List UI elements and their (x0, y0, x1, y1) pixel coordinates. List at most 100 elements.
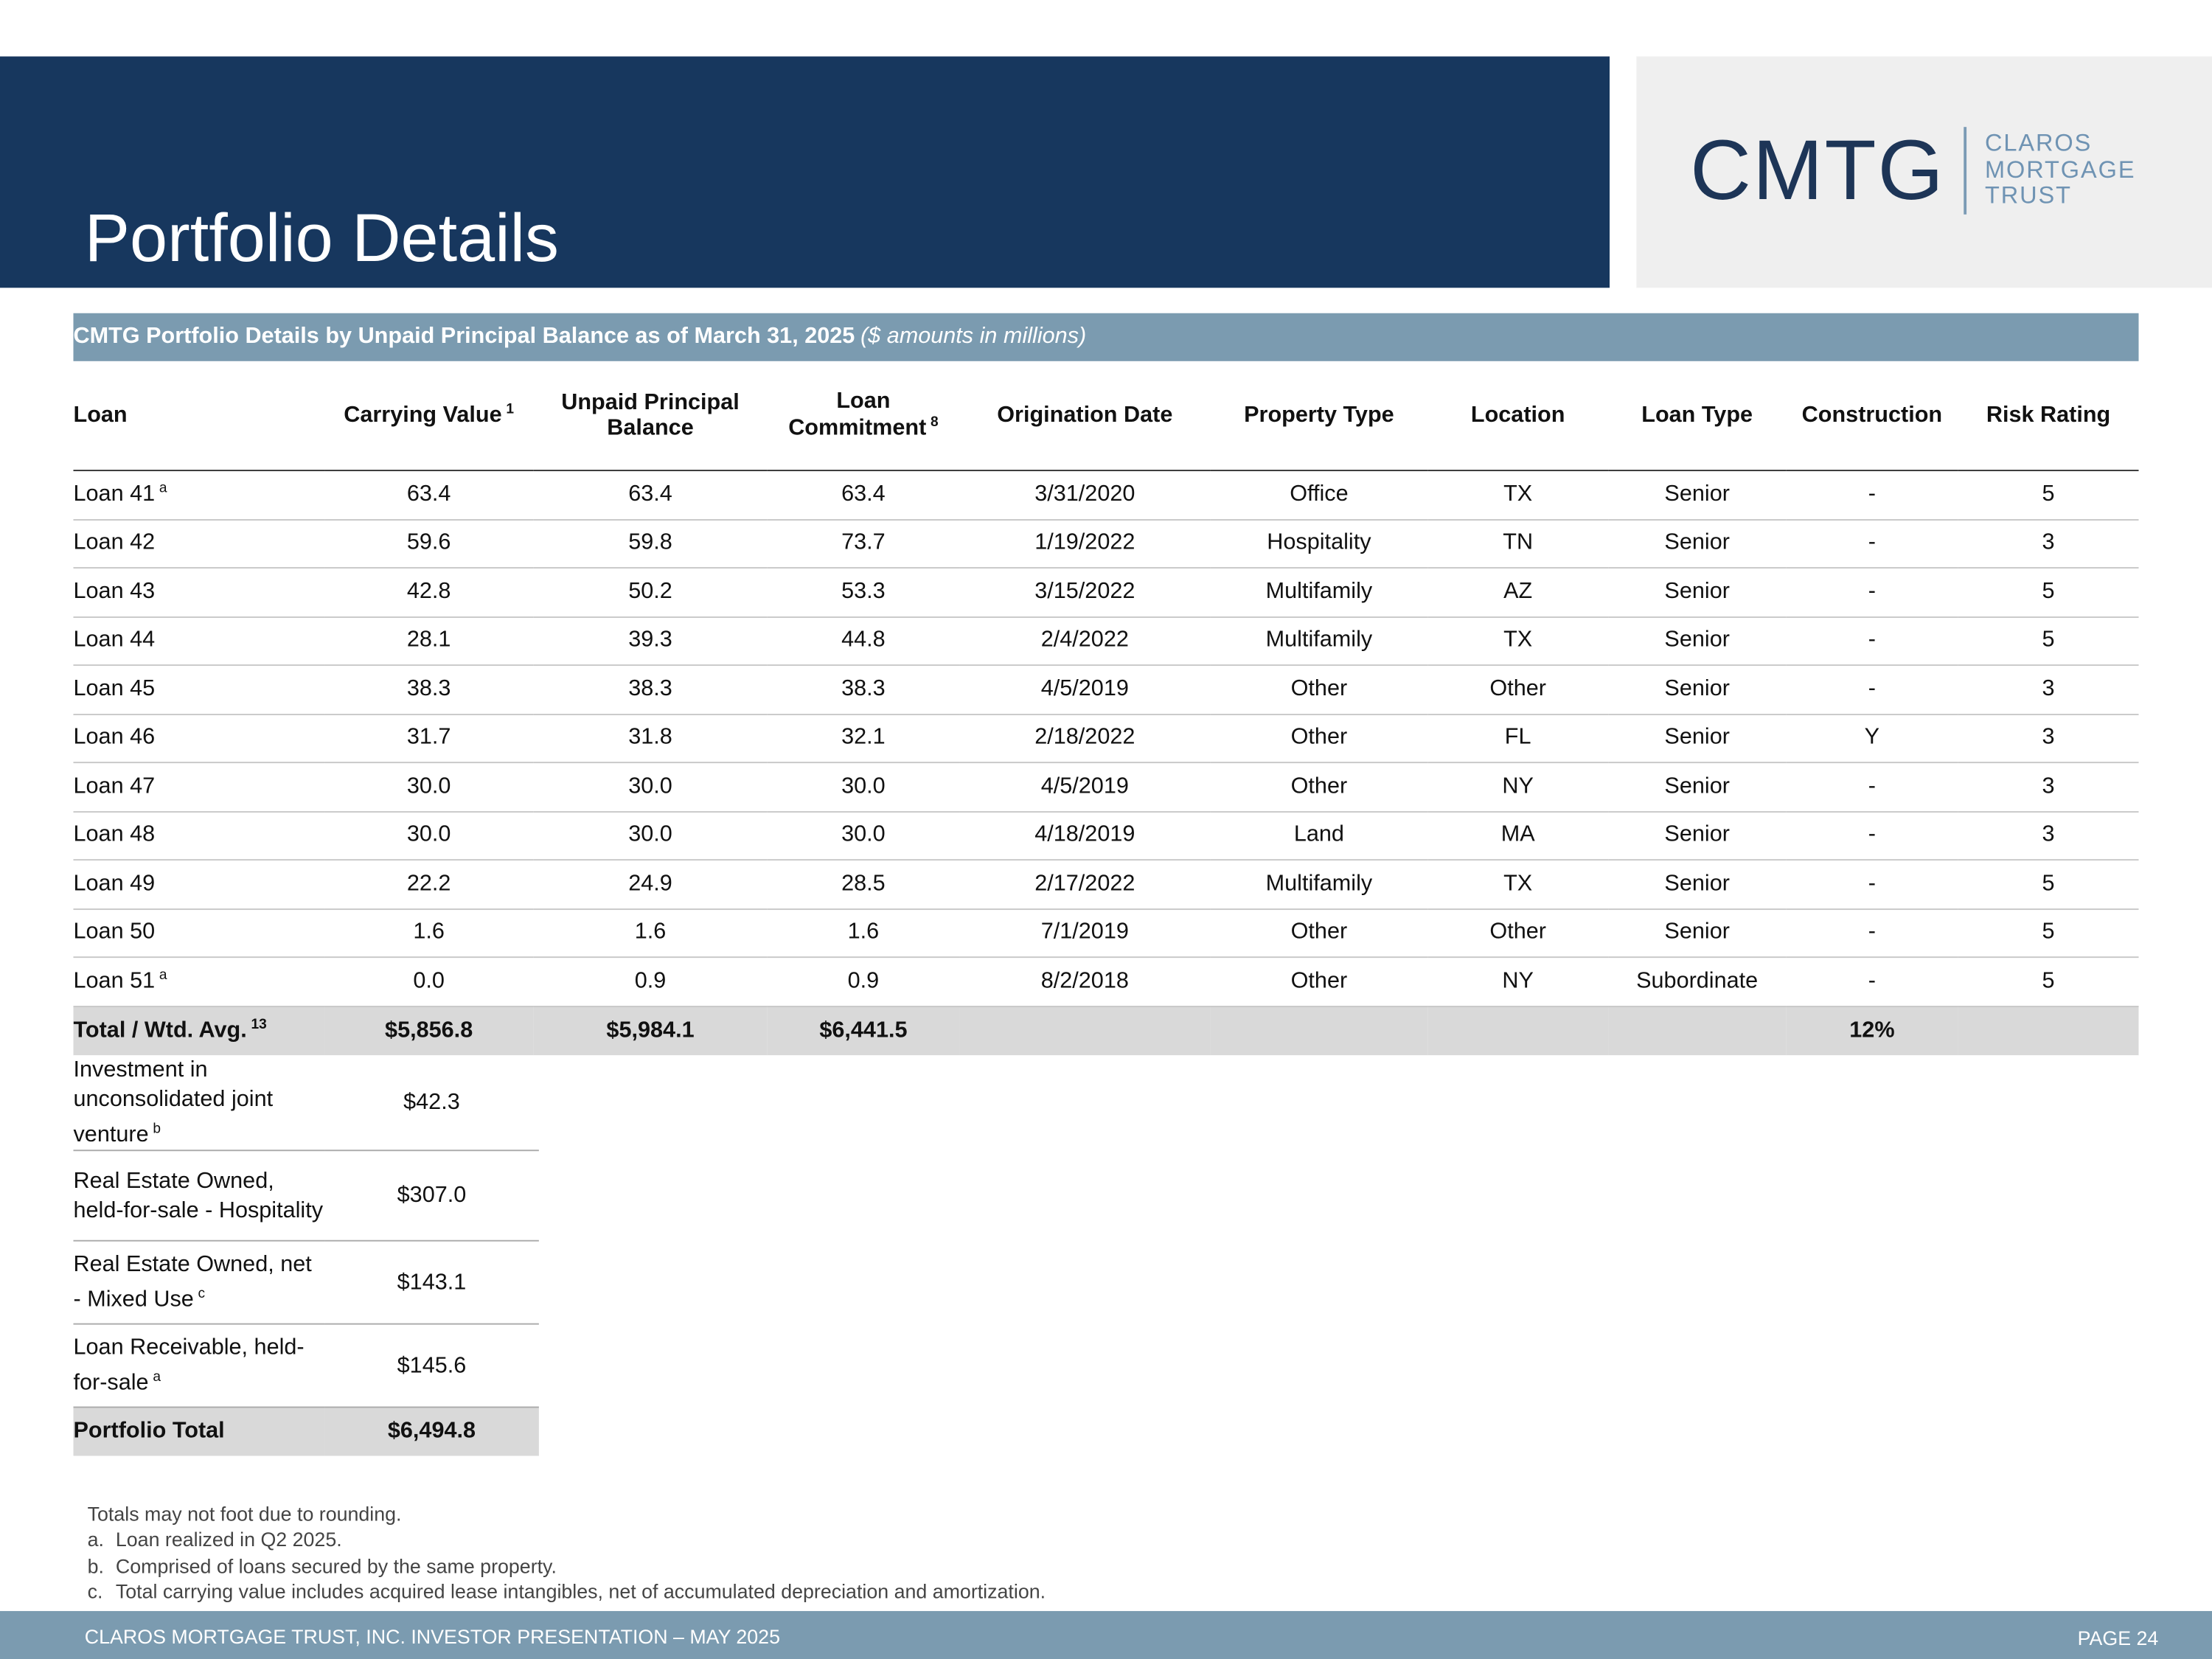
cell: Senior (1608, 519, 1787, 569)
cell: Other (1427, 665, 1609, 715)
footnote-ref: a (153, 1369, 161, 1385)
cell: 5 (1958, 470, 2139, 521)
cell: Senior (1608, 665, 1787, 715)
cell: 38.3 (533, 665, 768, 715)
cell: 3 (1958, 762, 2139, 813)
total-row: Total / Wtd. Avg. 13 $5,856.8 $5,984.1 $6,44… (73, 1006, 2139, 1055)
cell: 44.8 (767, 616, 960, 667)
label: Carrying Value (344, 403, 502, 428)
cell: 5 (1958, 616, 2139, 667)
cell: Senior (1608, 714, 1787, 764)
table-row: Loan 50 1.6 1.6 1.6 7/1/2019 Other Other Senior… (73, 908, 2139, 959)
cell: $6,441.5 (767, 1006, 960, 1055)
table-row: Loan 43 42.8 50.2 53.3 3/15/2022 Multifamily A… (73, 568, 2139, 618)
other-row: Real Estate Owned, held-for-sale - Hospi… (73, 1150, 539, 1242)
footnote-ref: 8 (931, 414, 939, 431)
label: Loan 50 (73, 919, 156, 945)
cell: 4/5/2019 (959, 665, 1211, 715)
cell: - (1786, 616, 1958, 667)
page-number: PAGE 24 (2077, 1627, 2159, 1649)
row-label: Portfolio Total (73, 1407, 325, 1456)
table-row: Loan 51 a 0.0 0.9 0.9 8/2/2018 Other NY Subordin… (73, 957, 2139, 1007)
label: Real Estate Owned, net - Mixed Use (73, 1252, 312, 1312)
cell: Multifamily (1210, 860, 1428, 910)
cell: 31.7 (324, 714, 534, 764)
cell: 39.3 (533, 616, 768, 667)
cell: 7/1/2019 (959, 908, 1211, 959)
cell: $5,984.1 (533, 1006, 768, 1055)
label: Loan 51 (73, 969, 156, 994)
label: Location (1470, 403, 1565, 427)
cell: Other (1210, 665, 1428, 715)
label: Risk Rating (1986, 403, 2111, 427)
label: Unpaid Principal Balance (561, 390, 740, 439)
cell: - (1786, 665, 1958, 715)
header-bar (0, 56, 1610, 288)
label: Origination Date (997, 403, 1173, 427)
cell: - (1786, 957, 1958, 1007)
cell: 63.4 (533, 470, 768, 521)
loan-name: Loan 47 (73, 762, 325, 813)
cell: 1.6 (533, 908, 768, 959)
column-header: Construction (1786, 361, 1958, 472)
column-header: Risk Rating (1958, 361, 2139, 472)
table-row: Loan 45 38.3 38.3 38.3 4/5/2019 Other Other Sen… (73, 665, 2139, 715)
cell: - (1786, 762, 1958, 813)
row-label: Real Estate Owned, held-for-sale - Hospi… (73, 1150, 325, 1242)
footnote-ref: a (159, 967, 167, 984)
label: Loan 44 (73, 627, 156, 653)
label: Loan Type (1641, 403, 1753, 427)
label: Loan 48 (73, 822, 156, 847)
column-header: Loan Commitment 8 (767, 361, 960, 472)
logo-line: TRUST (1984, 181, 2072, 209)
cell: $145.6 (324, 1324, 539, 1408)
cell: - (1786, 568, 1958, 618)
cell: 12% (1786, 1006, 1958, 1055)
cell: - (1786, 519, 1958, 569)
cell: 30.0 (767, 762, 960, 813)
cell: TX (1427, 470, 1609, 521)
cell: Senior (1608, 811, 1787, 861)
cell: - (1786, 470, 1958, 521)
footer-bar: CLAROS MORTGAGE TRUST, INC. INVESTOR PRE… (0, 1610, 2212, 1659)
label: Loan (73, 403, 128, 427)
footnote-ref: c (198, 1286, 206, 1302)
label: Construction (1801, 403, 1943, 427)
note-text: Comprised of loans secured by the same p… (115, 1554, 557, 1577)
cell: 22.2 (324, 860, 534, 910)
label: Loan Receivable, held-for-sale (73, 1335, 305, 1396)
header-row: Loan Carrying Value 1 Unpaid Principal Bala… (73, 361, 2139, 472)
label: Loan Commitment (788, 389, 927, 440)
cell: $143.1 (324, 1240, 539, 1325)
other-row: Loan Receivable, held-for-sale a $145.6 (73, 1324, 539, 1408)
label: Loan 45 (73, 676, 156, 701)
cell: 3 (1958, 714, 2139, 764)
cell: 1.6 (324, 908, 534, 959)
cell: 38.3 (767, 665, 960, 715)
loan-name: Loan 48 (73, 811, 325, 861)
footnote-ref: a (159, 481, 167, 497)
cell: Other (1427, 908, 1609, 959)
logo: CMTG CLAROS MORTGAGE TRUST (1636, 56, 2212, 288)
logo-mark: CMTG (1690, 122, 1945, 218)
cell: Senior (1608, 908, 1787, 959)
portfolio-table: Loan Carrying Value 1 Unpaid Principal Bala… (73, 361, 2139, 1055)
cell: 5 (1958, 860, 2139, 910)
cell: 3 (1958, 665, 2139, 715)
logo-text: CLAROS MORTGAGE TRUST (1985, 131, 2135, 209)
loan-name: Loan 43 (73, 568, 325, 618)
cell: 28.1 (324, 616, 534, 667)
table-subtitle: ($ amounts in millions) (860, 324, 1087, 349)
column-header: Unpaid Principal Balance (533, 361, 768, 472)
cell: - (1786, 860, 1958, 910)
cell (1608, 1006, 1787, 1055)
label: Real Estate Owned, held-for-sale - Hospi… (73, 1169, 324, 1222)
cell: - (1786, 811, 1958, 861)
cell: TN (1427, 519, 1609, 569)
cell: 50.2 (533, 568, 768, 618)
table-row: Loan 49 22.2 24.9 28.5 2/17/2022 Multifamily T… (73, 860, 2139, 910)
footnotes: Totals may not foot due to rounding. a. Lo… (88, 1501, 1046, 1604)
cell: 1.6 (767, 908, 960, 959)
cell: 0.0 (324, 957, 534, 1007)
loan-name: Loan 45 (73, 665, 325, 715)
